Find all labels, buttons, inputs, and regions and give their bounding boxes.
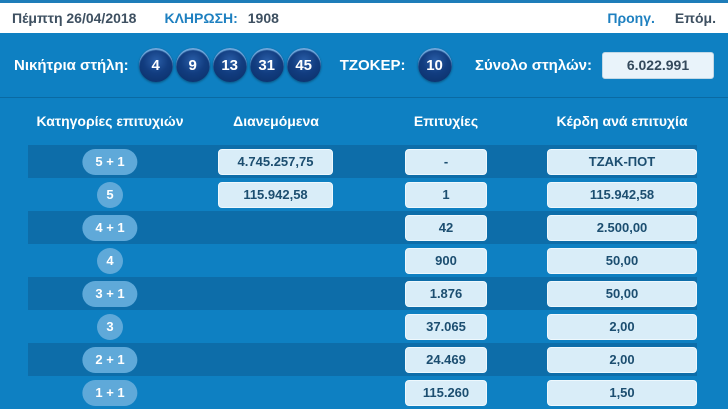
wins-value: 115.260 bbox=[405, 380, 487, 406]
table-row: 2 + 1 24.469 2,00 bbox=[28, 343, 697, 376]
results-rows: 5 + 1 4.745.257,75 - ΤΖΑΚ-ΠΟΤ 5 115.942,58 1 11… bbox=[28, 145, 697, 409]
wins-value: 1 bbox=[405, 182, 487, 208]
distributed-value: 4.745.257,75 bbox=[218, 149, 333, 175]
table-row: 1 + 1 115.260 1,50 bbox=[28, 376, 697, 409]
prize-value: 2,00 bbox=[547, 314, 697, 340]
category-pill: 4 + 1 bbox=[82, 215, 138, 241]
category-pill: 5 bbox=[97, 182, 123, 208]
lottery-ball: 31 bbox=[249, 48, 284, 82]
table-row: 3 + 1 1.876 50,00 bbox=[28, 277, 697, 310]
table-row: 3 37.065 2,00 bbox=[28, 310, 697, 343]
results-table-header: Κατηγορίες επιτυχιών Διανεμόμενα Επιτυχί… bbox=[28, 98, 697, 145]
distributed-value: 115.942,58 bbox=[218, 182, 333, 208]
category-pill: 3 bbox=[97, 314, 123, 340]
category-pill: 4 bbox=[97, 248, 123, 274]
prize-value: ΤΖΑΚ-ΠΟΤ bbox=[547, 149, 697, 175]
wins-value: 42 bbox=[405, 215, 487, 241]
prize-value: 2,00 bbox=[547, 347, 697, 373]
header-categories: Κατηγορίες επιτυχιών bbox=[36, 113, 184, 129]
header-wins: Επιτυχίες bbox=[413, 113, 479, 129]
prize-value: 1,50 bbox=[547, 380, 697, 406]
draw-date: Πέμπτη 26/04/2018 bbox=[12, 10, 137, 26]
lottery-ball: 9 bbox=[175, 48, 210, 82]
wins-value: - bbox=[405, 149, 487, 175]
category-pill: 2 + 1 bbox=[82, 347, 138, 373]
category-pill: 3 + 1 bbox=[82, 281, 138, 307]
header-prize-per-win: Κέρδη ανά επιτυχία bbox=[556, 113, 688, 129]
total-columns-label: Σύνολο στηλών: bbox=[474, 56, 592, 74]
wins-value: 900 bbox=[405, 248, 487, 274]
top-bar: Πέμπτη 26/04/2018 ΚΛΗΡΩΣΗ: 1908 Προηγ. Ε… bbox=[0, 3, 728, 33]
winning-balls: 4 9 13 31 45 bbox=[138, 48, 324, 82]
prize-value: 115.942,58 bbox=[547, 182, 697, 208]
table-row: 5 + 1 4.745.257,75 - ΤΖΑΚ-ΠΟΤ bbox=[28, 145, 697, 178]
total-columns-value: 6.022.991 bbox=[602, 51, 714, 79]
winning-numbers-section: Νικήτρια στήλη: 4 9 13 31 45 ΤΖΟΚΕΡ: 10 Σύνο… bbox=[0, 33, 728, 98]
draw-number: 1908 bbox=[247, 10, 279, 26]
draw-label: ΚΛΗΡΩΣΗ: bbox=[164, 10, 238, 26]
next-draw-link[interactable]: Επόμ. bbox=[674, 10, 716, 26]
lottery-ball: 45 bbox=[286, 48, 321, 82]
previous-draw-link[interactable]: Προηγ. bbox=[607, 10, 655, 26]
table-row: 4 + 1 42 2.500,00 bbox=[28, 211, 697, 244]
wins-value: 37.065 bbox=[405, 314, 487, 340]
prize-value: 50,00 bbox=[547, 248, 697, 274]
wins-value: 24.469 bbox=[405, 347, 487, 373]
lottery-ball: 13 bbox=[212, 48, 247, 82]
joker-label: ΤΖΟΚΕΡ: bbox=[339, 56, 406, 74]
prize-value: 2.500,00 bbox=[547, 215, 697, 241]
winning-column-label: Νικήτρια στήλη: bbox=[14, 56, 129, 74]
category-pill: 1 + 1 bbox=[82, 380, 138, 406]
joker-ball: 10 bbox=[417, 48, 452, 82]
table-row: 5 115.942,58 1 115.942,58 bbox=[28, 178, 697, 211]
top-border-line bbox=[0, 0, 728, 3]
wins-value: 1.876 bbox=[405, 281, 487, 307]
header-distributed: Διανεμόμενα bbox=[233, 113, 319, 129]
prize-value: 50,00 bbox=[547, 281, 697, 307]
lottery-ball: 4 bbox=[138, 48, 173, 82]
table-row: 4 900 50,00 bbox=[28, 244, 697, 277]
category-pill: 5 + 1 bbox=[82, 149, 138, 175]
